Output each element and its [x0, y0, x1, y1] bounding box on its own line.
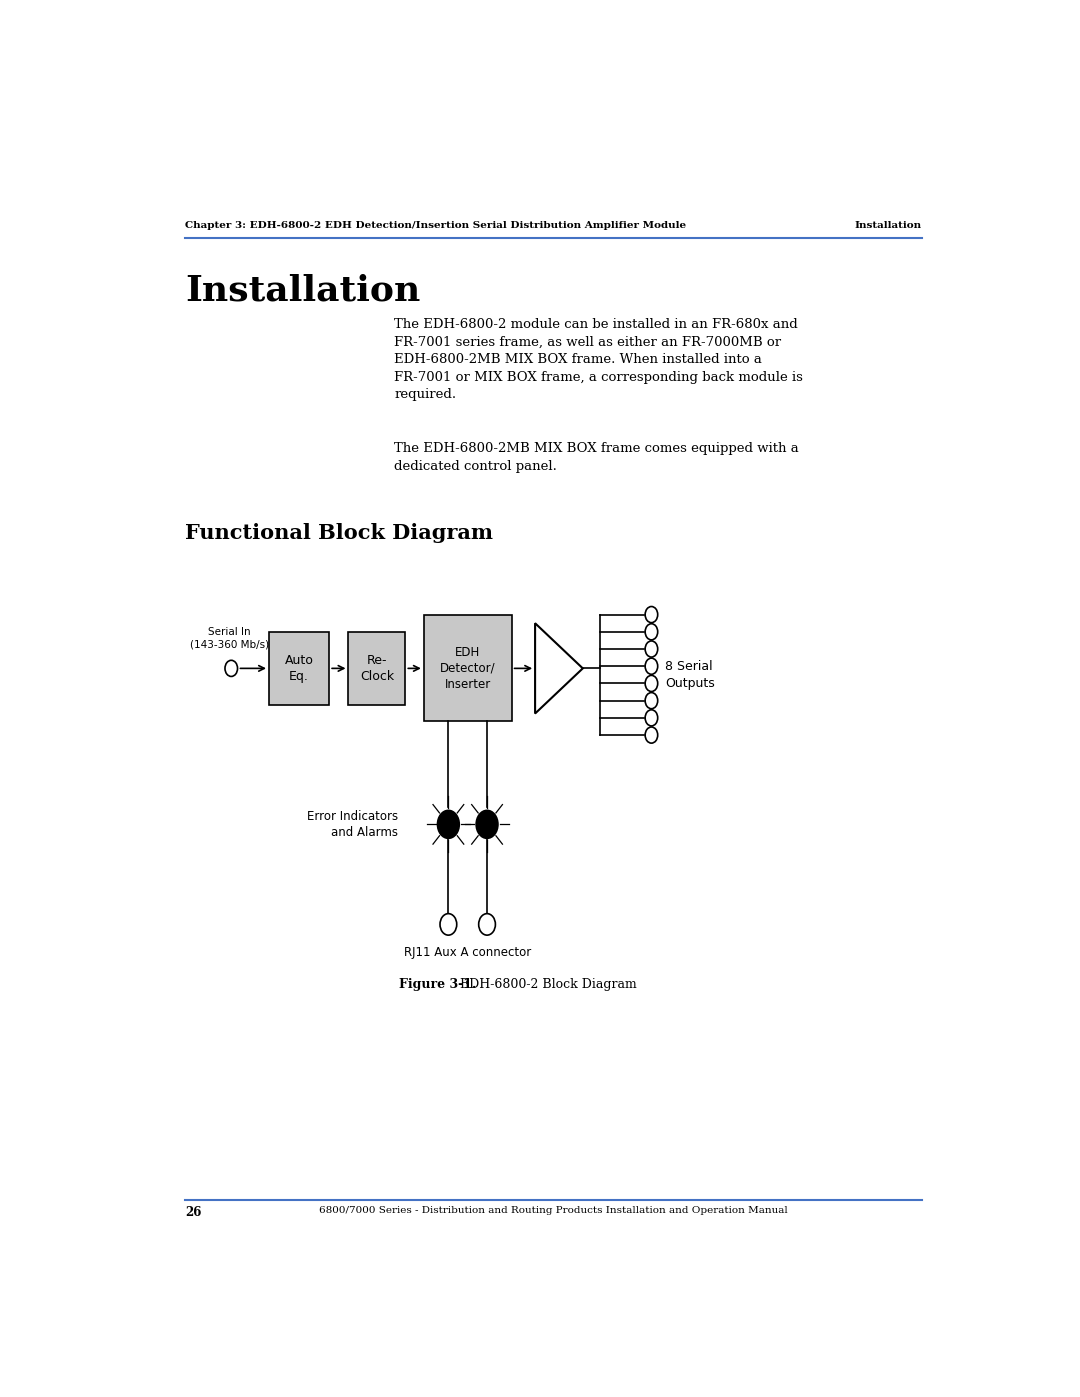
- Circle shape: [645, 675, 658, 692]
- Circle shape: [645, 658, 658, 675]
- Text: Serial In
(143-360 Mb/s): Serial In (143-360 Mb/s): [190, 627, 269, 650]
- Text: RJ11 Aux A connector: RJ11 Aux A connector: [404, 946, 531, 958]
- Circle shape: [645, 710, 658, 726]
- Circle shape: [437, 810, 459, 838]
- Text: Re-
Clock: Re- Clock: [360, 654, 394, 683]
- Circle shape: [225, 661, 238, 676]
- Polygon shape: [535, 623, 583, 714]
- Circle shape: [478, 914, 496, 935]
- Text: Figure 3-1.: Figure 3-1.: [399, 978, 476, 992]
- Circle shape: [476, 810, 498, 838]
- Text: Functional Block Diagram: Functional Block Diagram: [186, 522, 494, 543]
- Circle shape: [645, 693, 658, 708]
- Circle shape: [645, 623, 658, 640]
- FancyBboxPatch shape: [423, 615, 512, 721]
- Text: 26: 26: [186, 1206, 202, 1218]
- Text: Error Indicators
and Alarms: Error Indicators and Alarms: [307, 810, 399, 838]
- Text: The EDH-6800-2MB MIX BOX frame comes equipped with a
dedicated control panel.: The EDH-6800-2MB MIX BOX frame comes equ…: [394, 443, 799, 474]
- Text: Installation: Installation: [186, 272, 420, 307]
- Circle shape: [645, 641, 658, 657]
- Text: Chapter 3: EDH-6800-2 EDH Detection/Insertion Serial Distribution Amplifier Modu: Chapter 3: EDH-6800-2 EDH Detection/Inse…: [186, 221, 687, 231]
- Text: EDH
Detector/
Inserter: EDH Detector/ Inserter: [440, 645, 496, 692]
- Text: 8 Serial
Outputs: 8 Serial Outputs: [665, 659, 715, 690]
- Circle shape: [645, 726, 658, 743]
- Text: 6800/7000 Series - Distribution and Routing Products Installation and Operation : 6800/7000 Series - Distribution and Rout…: [319, 1206, 788, 1214]
- Text: The EDH-6800-2 module can be installed in an FR-680x and
FR-7001 series frame, a: The EDH-6800-2 module can be installed i…: [394, 319, 804, 401]
- FancyBboxPatch shape: [349, 631, 405, 705]
- Text: Auto
Eq.: Auto Eq.: [285, 654, 313, 683]
- Text: EDH-6800-2 Block Diagram: EDH-6800-2 Block Diagram: [456, 978, 636, 992]
- Circle shape: [440, 914, 457, 935]
- Circle shape: [645, 606, 658, 623]
- FancyBboxPatch shape: [269, 631, 329, 705]
- Text: Installation: Installation: [854, 221, 922, 231]
